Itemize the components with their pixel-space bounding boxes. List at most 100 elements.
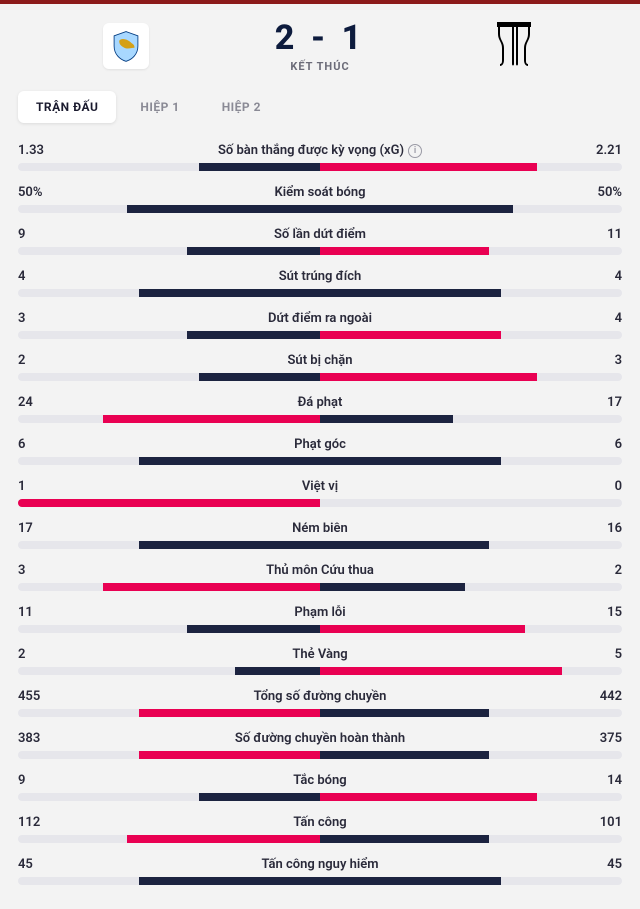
stat-away-value: 101 xyxy=(582,815,622,830)
stat-bar-away xyxy=(320,415,453,423)
stat-bar-home xyxy=(187,331,320,339)
stat-head: 6Phạt góc6 xyxy=(18,429,622,457)
stat-away-value: 2.21 xyxy=(582,143,622,158)
stat-row: 17Ném biên16 xyxy=(18,513,622,549)
stat-bar-away xyxy=(320,751,489,759)
stat-home-value: 6 xyxy=(18,437,58,452)
stat-row: 383Số đường chuyền hoàn thành375 xyxy=(18,723,622,759)
stat-label-text: Số bàn thắng được kỳ vọng (xG) xyxy=(218,143,404,158)
tab-0[interactable]: TRẬN ĐẤU xyxy=(18,91,116,123)
stat-bar-track xyxy=(18,583,622,591)
stat-label: Thủ môn Cứu thua xyxy=(58,563,582,578)
stat-home-value: 383 xyxy=(18,731,58,746)
juventus-logo-icon xyxy=(494,20,534,68)
stat-head: 1Việt vị0 xyxy=(18,471,622,499)
stat-head: 45Tấn công nguy hiểm45 xyxy=(18,849,622,877)
stat-home-value: 2 xyxy=(18,647,58,662)
stat-label-text: Phạm lỗi xyxy=(294,605,345,620)
away-team-logo xyxy=(488,20,540,72)
stat-label: Ném biên xyxy=(58,521,582,536)
stat-home-value: 17 xyxy=(18,521,58,536)
tabs-container: TRẬN ĐẤUHIỆP 1HIỆP 2 xyxy=(0,83,640,135)
stat-home-value: 50% xyxy=(18,185,58,200)
stat-bar-home xyxy=(139,877,320,885)
stat-bar-away xyxy=(320,625,525,633)
stat-bar-home xyxy=(103,415,320,423)
stat-bar-track xyxy=(18,625,622,633)
stat-bar-track xyxy=(18,205,622,213)
stat-bar-home xyxy=(139,289,320,297)
stat-bar-track xyxy=(18,835,622,843)
stat-bar-track xyxy=(18,415,622,423)
stat-bar-away xyxy=(320,877,501,885)
stat-head: 112Tấn công101 xyxy=(18,807,622,835)
stat-row: 4Sút trúng đích4 xyxy=(18,261,622,297)
stat-head: 383Số đường chuyền hoàn thành375 xyxy=(18,723,622,751)
stat-head: 9Tắc bóng14 xyxy=(18,765,622,793)
stat-bar-home xyxy=(199,373,320,381)
stat-head: 455Tổng số đường chuyền442 xyxy=(18,681,622,709)
stat-bar-away xyxy=(320,331,501,339)
stat-row: 1Việt vị0 xyxy=(18,471,622,507)
stat-bar-home xyxy=(139,709,320,717)
stat-label-text: Ném biên xyxy=(292,521,348,536)
stat-label: Số bàn thắng được kỳ vọng (xG) i xyxy=(58,143,582,158)
stat-head: 3Thủ môn Cứu thua2 xyxy=(18,555,622,583)
stat-row: 2Sút bị chặn3 xyxy=(18,345,622,381)
stat-bar-away xyxy=(320,163,537,171)
stat-head: 24Đá phạt17 xyxy=(18,387,622,415)
stat-label-text: Số lần dứt điểm xyxy=(274,227,366,242)
info-icon[interactable]: i xyxy=(408,144,422,158)
stat-bar-track xyxy=(18,751,622,759)
stat-away-value: 5 xyxy=(582,647,622,662)
stat-label: Tổng số đường chuyền xyxy=(58,689,582,704)
stat-row: 11Phạm lỗi15 xyxy=(18,597,622,633)
stat-head: 17Ném biên16 xyxy=(18,513,622,541)
stat-label: Tắc bóng xyxy=(58,773,582,788)
home-team-logo xyxy=(100,20,152,72)
stat-label-text: Sút bị chặn xyxy=(288,353,353,368)
stat-bar-home xyxy=(199,793,320,801)
stat-bar-away xyxy=(320,709,489,717)
stat-bar-home xyxy=(187,247,320,255)
stat-home-value: 9 xyxy=(18,773,58,788)
stat-home-value: 455 xyxy=(18,689,58,704)
stat-row: 3Thủ môn Cứu thua2 xyxy=(18,555,622,591)
stat-row: 2Thẻ Vàng5 xyxy=(18,639,622,675)
stat-home-value: 11 xyxy=(18,605,58,620)
stat-label-text: Đá phạt xyxy=(298,395,343,410)
stat-bar-home xyxy=(18,499,320,507)
stat-away-value: 4 xyxy=(582,311,622,326)
stat-bar-track xyxy=(18,163,622,171)
stat-label: Phạt góc xyxy=(58,437,582,452)
stat-bar-track xyxy=(18,247,622,255)
stat-bar-track xyxy=(18,373,622,381)
stat-label: Đá phạt xyxy=(58,395,582,410)
stat-label: Việt vị xyxy=(58,479,582,494)
stat-bar-away xyxy=(320,583,465,591)
stat-label-text: Số đường chuyền hoàn thành xyxy=(235,731,405,746)
stat-home-value: 3 xyxy=(18,311,58,326)
stat-head: 11Phạm lỗi15 xyxy=(18,597,622,625)
stat-bar-track xyxy=(18,667,622,675)
stat-label-text: Kiểm soát bóng xyxy=(274,185,365,200)
stat-bar-home xyxy=(199,163,320,171)
stat-label: Số đường chuyền hoàn thành xyxy=(58,731,582,746)
stat-bar-away xyxy=(320,289,501,297)
stat-bar-home xyxy=(139,751,320,759)
stat-head: 3Dứt điểm ra ngoài4 xyxy=(18,303,622,331)
stat-label: Kiểm soát bóng xyxy=(58,185,582,200)
tab-2[interactable]: HIỆP 2 xyxy=(204,91,279,123)
stat-bar-track xyxy=(18,499,622,507)
stat-label: Số lần dứt điểm xyxy=(58,227,582,242)
stat-bar-home xyxy=(187,625,320,633)
tab-1[interactable]: HIỆP 1 xyxy=(122,91,197,123)
stat-home-value: 4 xyxy=(18,269,58,284)
stat-label: Phạm lỗi xyxy=(58,605,582,620)
stat-home-value: 112 xyxy=(18,815,58,830)
stat-away-value: 11 xyxy=(582,227,622,242)
score-block: 2 - 1 KẾT THÚC xyxy=(275,18,366,73)
stat-bar-away xyxy=(320,205,513,213)
stat-bar-track xyxy=(18,457,622,465)
stat-home-value: 45 xyxy=(18,857,58,872)
